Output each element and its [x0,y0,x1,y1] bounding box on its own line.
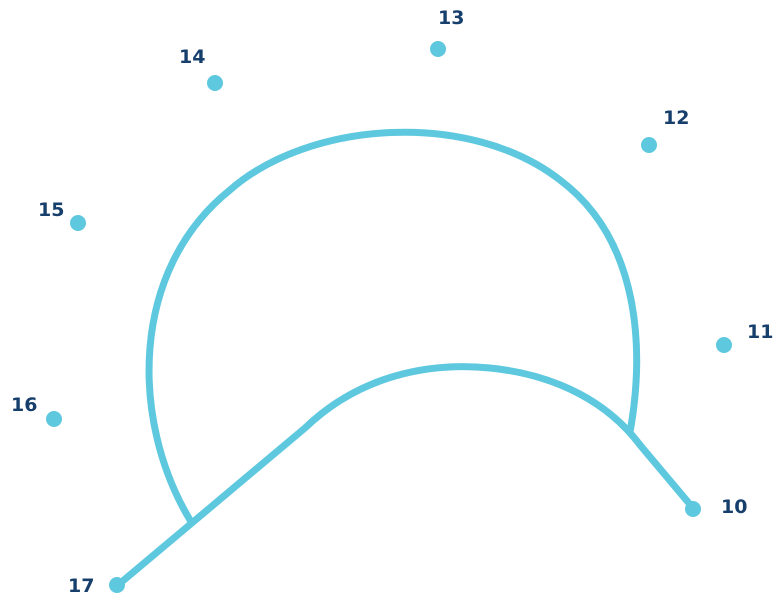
dot-11[interactable]: 11 [716,321,773,353]
dot-10[interactable]: 10 [685,496,747,518]
dot-14-marker[interactable] [207,75,223,91]
dot-14-label: 14 [179,46,205,68]
dot-11-marker[interactable] [716,337,732,353]
dot-17-marker[interactable] [109,577,125,593]
dot-12-marker[interactable] [641,137,657,153]
dot-10-label: 10 [721,496,747,518]
dot-10-marker[interactable] [685,501,701,517]
dot-15-label: 15 [38,199,64,221]
dot-13-label: 13 [438,7,464,29]
dot-16-marker[interactable] [46,411,62,427]
dot-15-marker[interactable] [70,215,86,231]
dot-12-label: 12 [663,107,689,129]
dot-14[interactable]: 14 [179,46,223,91]
dot-17-label: 17 [68,575,94,596]
drawn-outer-arc [145,128,641,524]
dot-13-marker[interactable] [430,41,446,57]
dot-13[interactable]: 13 [430,7,464,57]
dot-16-label: 16 [11,394,37,416]
dot-11-label: 11 [747,321,773,343]
dot-17[interactable]: 17 [68,575,125,596]
drawn-inner-arc [114,363,697,589]
dot-15[interactable]: 15 [38,199,86,231]
dot-12[interactable]: 12 [641,107,689,153]
dot-16[interactable]: 16 [11,394,62,427]
